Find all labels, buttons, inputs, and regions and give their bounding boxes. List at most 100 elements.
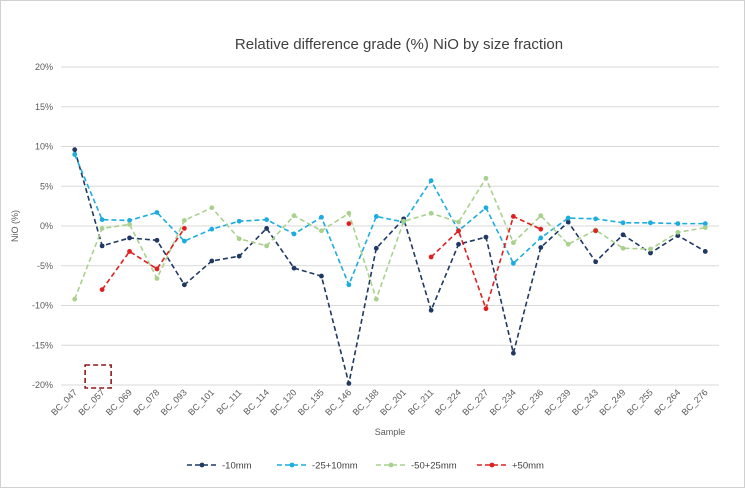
data-point [428,307,434,313]
data-point [483,175,489,181]
data-point [154,237,160,243]
data-point [702,225,708,230]
x-tick-label: BC_114 [241,387,271,417]
data-point [72,296,78,302]
legend-marker [289,462,295,468]
data-point [154,276,160,281]
data-point [209,258,215,264]
data-point [127,222,132,227]
x-tick-label: BC_093 [159,387,189,417]
data-point [538,226,544,232]
data-point [127,249,132,254]
series-line [101,227,186,291]
data-point [456,228,461,234]
y-tick-label: -10% [32,301,53,311]
x-tick-label: BC_201 [378,387,408,417]
data-point [510,350,516,356]
data-point [99,217,105,223]
data-point [593,259,599,265]
y-tick-label: 10% [35,142,53,152]
data-point [236,236,242,242]
data-point [181,225,187,231]
data-point [510,260,516,266]
data-point [565,215,571,221]
x-tick-label: BC_135 [296,387,326,417]
data-point [538,245,544,250]
data-point [428,178,434,184]
legend-item: -50+25mm [376,461,457,472]
x-tick-label: BC_146 [323,387,353,417]
data-point [620,245,626,251]
data-point [483,306,489,312]
x-tick-label: BC_255 [625,387,655,417]
data-point [538,235,544,241]
data-point [483,234,489,240]
data-point [593,216,599,222]
x-tick-label: BC_227 [460,387,490,417]
data-point [346,221,352,227]
series--10mm [72,147,708,386]
data-point [99,287,105,292]
data-point [538,213,544,219]
y-tick-label: 15% [35,102,53,112]
y-axis-label: NiO (%) [10,210,20,242]
data-point [702,249,708,254]
legend-item: -10mm [187,461,252,472]
data-point [620,232,626,238]
series--50+25mm [72,175,708,302]
data-point [483,205,489,211]
x-tick-label: BC_234 [488,387,518,417]
data-point [209,205,215,211]
data-point [346,381,352,386]
legend-label: -50+25mm [411,461,457,472]
legend-label: +50mm [512,461,544,472]
data-point [127,218,132,223]
y-tick-label: -20% [32,380,53,390]
x-tick-label: BC_224 [433,387,463,417]
x-tick-label: BC_057 [76,387,106,417]
data-point [346,210,352,216]
x-tick-label: BC_188 [351,387,381,417]
data-point [154,210,160,215]
series-line [73,176,706,302]
legend-label: -10mm [222,461,252,472]
x-tick-label: BC_069 [104,387,134,417]
chart-title: Relative difference grade (%) NiO by siz… [235,36,563,53]
data-point [648,220,653,226]
x-tick-label: BC_236 [515,387,545,417]
data-point [72,147,78,153]
data-point [154,266,160,272]
x-tick-label: BC_249 [597,387,627,417]
legend-label: -25+10mm [312,461,358,472]
legend: -10mm -25+10mm -50+25mm +50mm [187,461,544,472]
y-tick-label: 0% [40,221,53,231]
legend-item: +50mm [477,461,544,472]
data-point [319,273,324,279]
series-line [73,154,706,287]
data-point [620,220,626,226]
series--25+10mm [72,152,708,288]
data-point [675,229,681,235]
data-point [291,213,297,219]
data-point [428,210,434,216]
highlight-box [84,364,112,389]
data-point [401,218,407,224]
y-tick-label: -5% [37,261,53,271]
x-tick-label: BC_243 [570,387,600,417]
x-tick-label: BC_239 [543,387,573,417]
data-point [675,221,681,227]
data-point [373,296,379,302]
series-line [430,215,542,312]
series-line [73,149,706,384]
x-tick-label: BC_276 [680,387,710,417]
data-point [648,246,653,252]
data-point [510,240,516,246]
data-point [373,245,379,251]
series-lines [72,147,708,386]
series-+50mm [99,214,599,312]
data-point [264,243,270,249]
data-point [264,225,270,231]
data-point [593,228,599,234]
data-point [319,228,324,234]
